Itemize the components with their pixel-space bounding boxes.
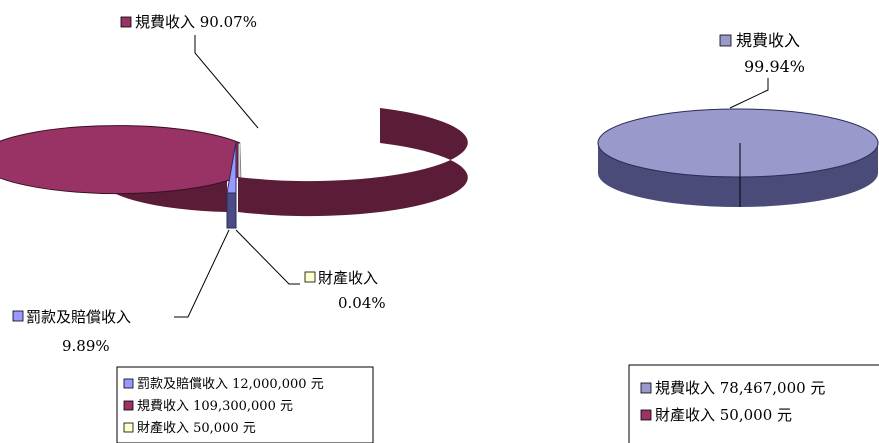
property-swatch xyxy=(304,271,316,283)
right-legend-swatch-property xyxy=(640,409,652,421)
right-legend-swatch-fees xyxy=(640,382,652,394)
left-legend-swatch-fees xyxy=(123,400,134,411)
label-property-pct: 0.04% xyxy=(338,294,386,312)
left-pie-slice-fines-side xyxy=(226,192,237,229)
left-legend-swatch-property xyxy=(123,422,134,433)
left-leader-lines xyxy=(174,35,300,318)
right-data-labels: 規費收入 99.94% xyxy=(719,31,805,76)
right-label-fees-pct: 99.94% xyxy=(744,57,805,76)
label-fees: 規費收入 90.07% xyxy=(135,13,257,31)
right-pie-side xyxy=(598,143,878,207)
fines-swatch xyxy=(12,310,24,322)
right-label-fees-name: 規費收入 xyxy=(736,31,800,50)
leader-line-fines xyxy=(174,229,230,318)
label-fines-name: 罰款及賠償收入 xyxy=(26,308,131,326)
left-pie-chart xyxy=(0,108,468,229)
right-fees-swatch xyxy=(719,34,732,47)
right-legend: 規費收入 78,467,000 元 財產收入 50,000 元 xyxy=(628,364,879,443)
left-legend-item-property: 財產收入 50,000 元 xyxy=(137,420,256,436)
label-fines-pct: 9.89% xyxy=(62,337,110,355)
left-data-labels: 規費收入 90.07% 財產收入 0.04% 罰款及賠償收入 9.89% xyxy=(12,13,386,355)
label-property-name: 財產收入 xyxy=(318,269,378,287)
right-legend-item-fees: 規費收入 78,467,000 元 xyxy=(655,379,825,397)
right-legend-box xyxy=(628,364,879,443)
right-pie-chart xyxy=(597,108,879,207)
right-pie-slice-fees xyxy=(597,108,879,178)
left-legend: 罰款及賠償收入 12,000,000 元 規費收入 109,300,000 元 … xyxy=(116,366,374,443)
left-legend-box xyxy=(116,366,374,443)
left-pie-slice-fees xyxy=(0,125,241,195)
left-legend-item-fees: 規費收入 109,300,000 元 xyxy=(137,399,293,414)
right-legend-item-property: 財產收入 50,000 元 xyxy=(655,406,792,424)
leader-line-fees xyxy=(194,35,259,129)
right-leader-line-fees xyxy=(729,78,769,109)
left-pie-slice-property xyxy=(239,142,242,178)
left-pie-slice-fines xyxy=(226,141,237,194)
leader-line-property xyxy=(235,229,300,285)
left-legend-swatch-fines xyxy=(123,378,134,389)
fees-swatch xyxy=(120,16,132,28)
left-legend-item-fines: 罰款及賠償收入 12,000,000 元 xyxy=(137,377,324,392)
left-pie-side-fees-right xyxy=(238,108,468,217)
